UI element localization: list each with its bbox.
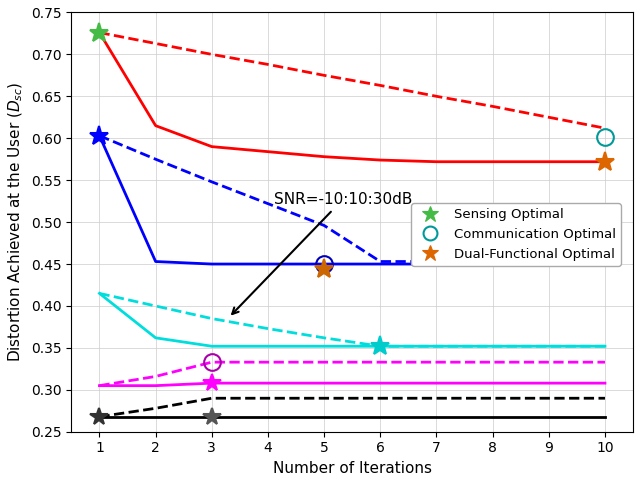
- X-axis label: Number of Iterations: Number of Iterations: [273, 461, 432, 476]
- Y-axis label: Distortion Achieved at the User ($D_{sc}$): Distortion Achieved at the User ($D_{sc}…: [7, 82, 26, 362]
- Text: SNR=-10:10:30dB: SNR=-10:10:30dB: [232, 192, 412, 314]
- Legend: Sensing Optimal, Communication Optimal, Dual-Functional Optimal: Sensing Optimal, Communication Optimal, …: [412, 203, 621, 266]
